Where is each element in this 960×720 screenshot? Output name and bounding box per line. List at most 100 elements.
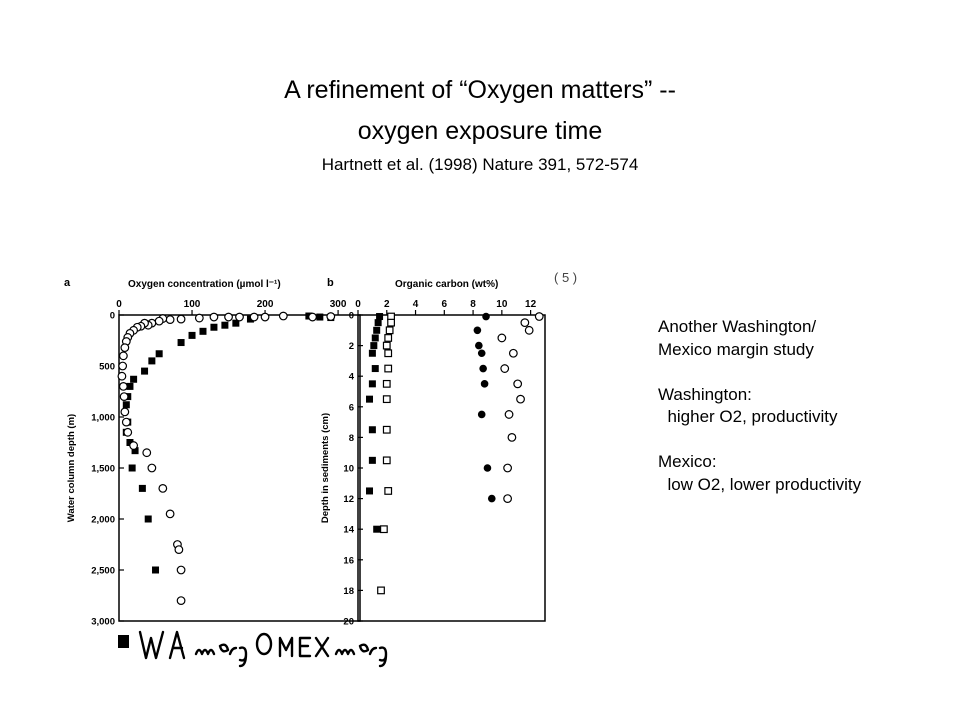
data-point-filled-square bbox=[130, 375, 138, 383]
note-line: Another Washington/ bbox=[658, 317, 817, 336]
x-tick-label: 300 bbox=[330, 299, 347, 310]
data-point-open-circle bbox=[165, 315, 175, 324]
handwritten-legend bbox=[118, 630, 388, 668]
data-point-filled-square bbox=[373, 525, 381, 533]
data-point-filled-square bbox=[177, 339, 185, 347]
data-point-open-circle bbox=[120, 407, 130, 417]
panel-b: b Organic carbon (wt%) 0 2 4 6 8 10 12 0 2 4 6 8 10… bbox=[320, 277, 546, 628]
data-point-open-circle bbox=[117, 371, 127, 381]
data-point-open-circle bbox=[119, 392, 129, 402]
data-point-filled-square bbox=[122, 401, 130, 409]
panel-a-title: Oxygen concentration (µmol l⁻¹) bbox=[128, 279, 281, 290]
data-point-filled-square bbox=[368, 426, 376, 434]
data-point-open-circle bbox=[516, 394, 525, 404]
scan-page-mark: ( 5 ) bbox=[554, 270, 577, 285]
legend-wa-handwriting bbox=[138, 630, 248, 668]
data-point-filled-square bbox=[371, 365, 379, 373]
x-tick-label: 100 bbox=[184, 299, 201, 310]
data-point-filled-square bbox=[188, 331, 196, 339]
y-tick-label: 6 bbox=[349, 402, 354, 413]
y-tick-label: 16 bbox=[343, 555, 354, 566]
data-point-filled-square bbox=[232, 319, 240, 327]
data-point-open-circle bbox=[497, 333, 507, 343]
data-point-open-square bbox=[382, 379, 391, 388]
panel-b-x-ticks: 0 2 4 6 8 10 12 bbox=[355, 299, 537, 315]
data-point-filled-square bbox=[148, 357, 156, 365]
data-point-open-circle bbox=[500, 364, 510, 373]
x-tick-label: 0 bbox=[355, 299, 361, 310]
panel-b-title: Organic carbon (wt%) bbox=[395, 279, 498, 290]
data-point-filled-square bbox=[155, 350, 163, 358]
data-point-open-circle bbox=[194, 313, 204, 323]
x-tick-label: 10 bbox=[496, 299, 508, 310]
panel-a-y-ticks: 0 500 1,000 1,500 2,000 2,500 3,000 bbox=[91, 311, 124, 628]
data-point-open-circle bbox=[158, 483, 168, 493]
legend-mex-handwriting bbox=[278, 636, 388, 668]
slide-title-line2: oxygen exposure time bbox=[357, 117, 603, 145]
data-point-open-circle bbox=[154, 316, 164, 326]
data-point-filled-circle bbox=[477, 349, 486, 358]
slide-citation: Hartnett et al. (1998) Nature 391, 572-5… bbox=[321, 155, 639, 174]
data-point-open-circle bbox=[508, 348, 518, 358]
data-point-filled-square bbox=[366, 395, 374, 403]
data-point-open-square bbox=[384, 364, 393, 373]
data-point-filled-square bbox=[138, 484, 146, 492]
data-point-filled-square bbox=[199, 327, 207, 335]
data-point-open-circle bbox=[176, 314, 186, 324]
data-point-open-square bbox=[384, 349, 393, 358]
figure-scan: a Oxygen concentration (µmol l⁻¹) 0 100 20… bbox=[64, 270, 577, 668]
data-point-filled-circle bbox=[487, 494, 496, 503]
data-point-open-square bbox=[384, 334, 393, 342]
data-point-filled-square bbox=[221, 321, 229, 329]
legend-wa-square-icon bbox=[118, 635, 129, 648]
data-point-filled-circle bbox=[473, 326, 482, 335]
y-tick-label: 18 bbox=[343, 586, 354, 597]
panel-a-ylabel: Water column depth (m) bbox=[66, 414, 77, 522]
data-point-open-square bbox=[382, 456, 391, 465]
y-tick-label: 20 bbox=[343, 617, 354, 628]
data-point-filled-square bbox=[374, 319, 382, 327]
y-tick-label: 14 bbox=[343, 525, 354, 536]
data-point-filled-square bbox=[316, 313, 324, 321]
data-point-open-square bbox=[385, 326, 394, 335]
data-point-open-square bbox=[382, 395, 391, 404]
data-point-filled-square bbox=[126, 382, 134, 390]
panel-a-x-ticks: 0 100 200 300 bbox=[116, 299, 347, 315]
data-point-open-circle bbox=[260, 312, 270, 322]
y-tick-label: 2 bbox=[349, 341, 354, 352]
data-point-open-square bbox=[387, 318, 395, 327]
data-point-open-circle bbox=[503, 494, 513, 504]
data-point-open-circle bbox=[209, 312, 219, 322]
y-tick-label: 12 bbox=[343, 494, 354, 505]
data-point-filled-square bbox=[366, 487, 374, 495]
y-tick-label: 2,500 bbox=[91, 566, 115, 577]
panel-b-ylabel: Depth in sediments (cm) bbox=[320, 413, 331, 523]
data-point-open-circle bbox=[308, 312, 317, 322]
note-line: Washington: bbox=[658, 384, 752, 404]
data-point-open-circle bbox=[524, 325, 534, 335]
data-point-open-circle bbox=[278, 311, 288, 321]
x-tick-label: 6 bbox=[442, 299, 448, 310]
data-point-open-square bbox=[379, 525, 388, 534]
data-point-open-square bbox=[384, 487, 393, 495]
data-point-open-circle bbox=[503, 463, 513, 473]
x-tick-label: 0 bbox=[116, 299, 122, 310]
data-point-open-circle bbox=[165, 509, 175, 519]
data-point-filled-square bbox=[368, 456, 376, 464]
data-point-open-square bbox=[377, 586, 385, 595]
data-point-filled-circle bbox=[479, 364, 487, 373]
data-point-filled-square bbox=[210, 323, 218, 331]
data-point-filled-circle bbox=[483, 464, 492, 472]
data-point-filled-circle bbox=[482, 312, 490, 321]
data-point-open-circle bbox=[129, 441, 139, 450]
data-point-open-circle bbox=[249, 312, 259, 322]
data-point-filled-square bbox=[373, 326, 381, 334]
data-point-open-circle bbox=[121, 417, 131, 427]
note-line: higher O2, productivity bbox=[658, 407, 838, 426]
data-point-open-circle bbox=[326, 312, 336, 321]
note-line: Mexico: bbox=[658, 452, 717, 471]
panel-a: a Oxygen concentration (µmol l⁻¹) 0 100 20… bbox=[64, 277, 361, 628]
note-line: low O2, lower productivity bbox=[658, 474, 862, 494]
data-point-filled-circle bbox=[480, 380, 489, 388]
data-point-open-circle bbox=[235, 312, 244, 322]
